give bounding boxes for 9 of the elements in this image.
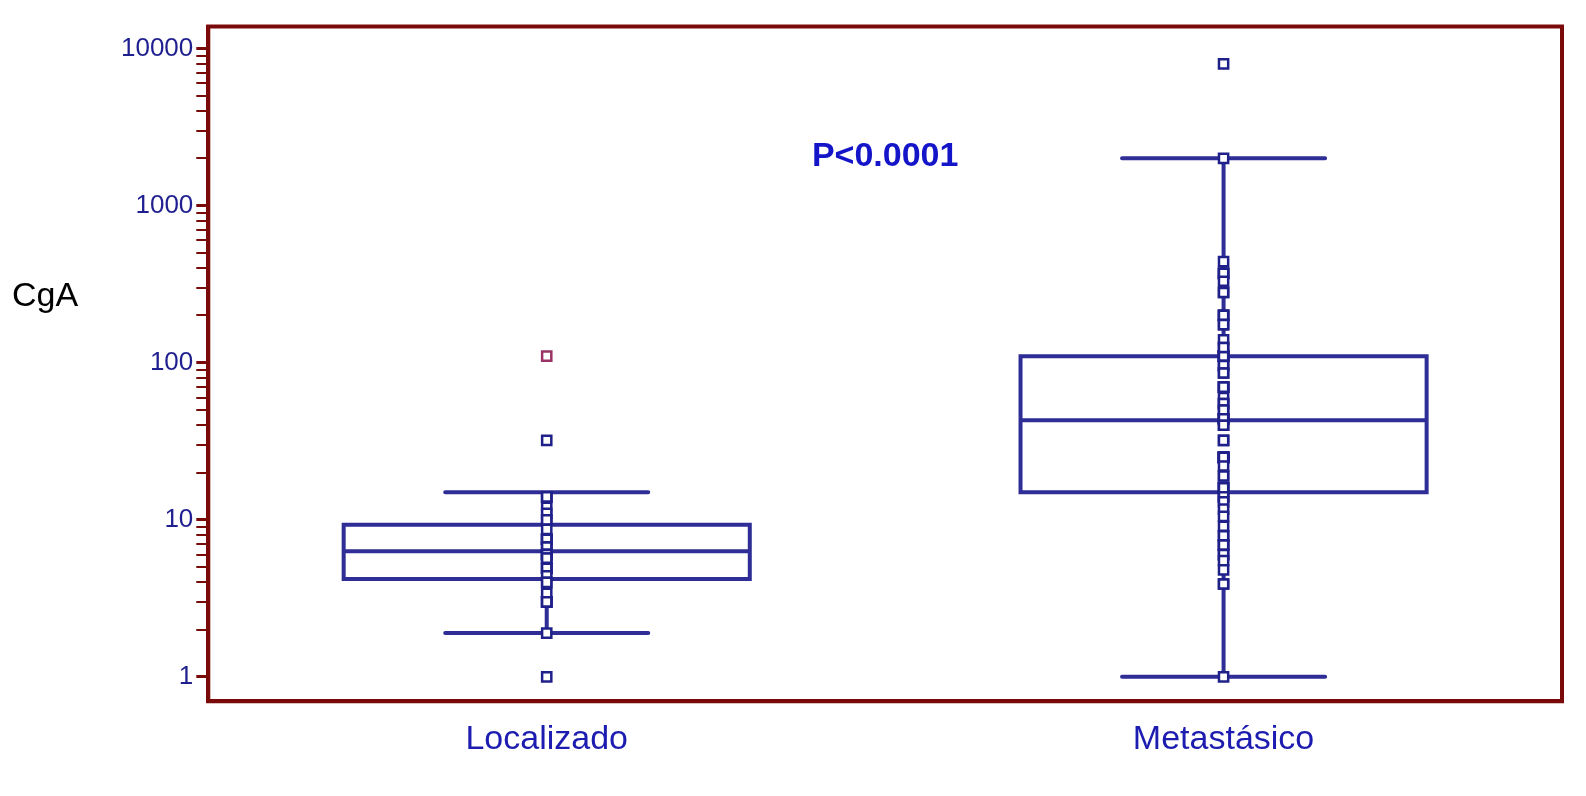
- y-tick-label: 1: [178, 660, 194, 691]
- y-tick-label: 1000: [135, 188, 194, 219]
- x-tick-label: Metastásico: [1132, 717, 1315, 756]
- y-tick-label: 10: [164, 502, 194, 533]
- y-axis-title: CgA: [12, 274, 79, 313]
- y-tick-label: 10000: [120, 31, 194, 62]
- annotation: P<0.0001: [811, 134, 959, 173]
- y-tick-label: 100: [149, 345, 194, 376]
- x-tick-label: Localizado: [465, 717, 629, 756]
